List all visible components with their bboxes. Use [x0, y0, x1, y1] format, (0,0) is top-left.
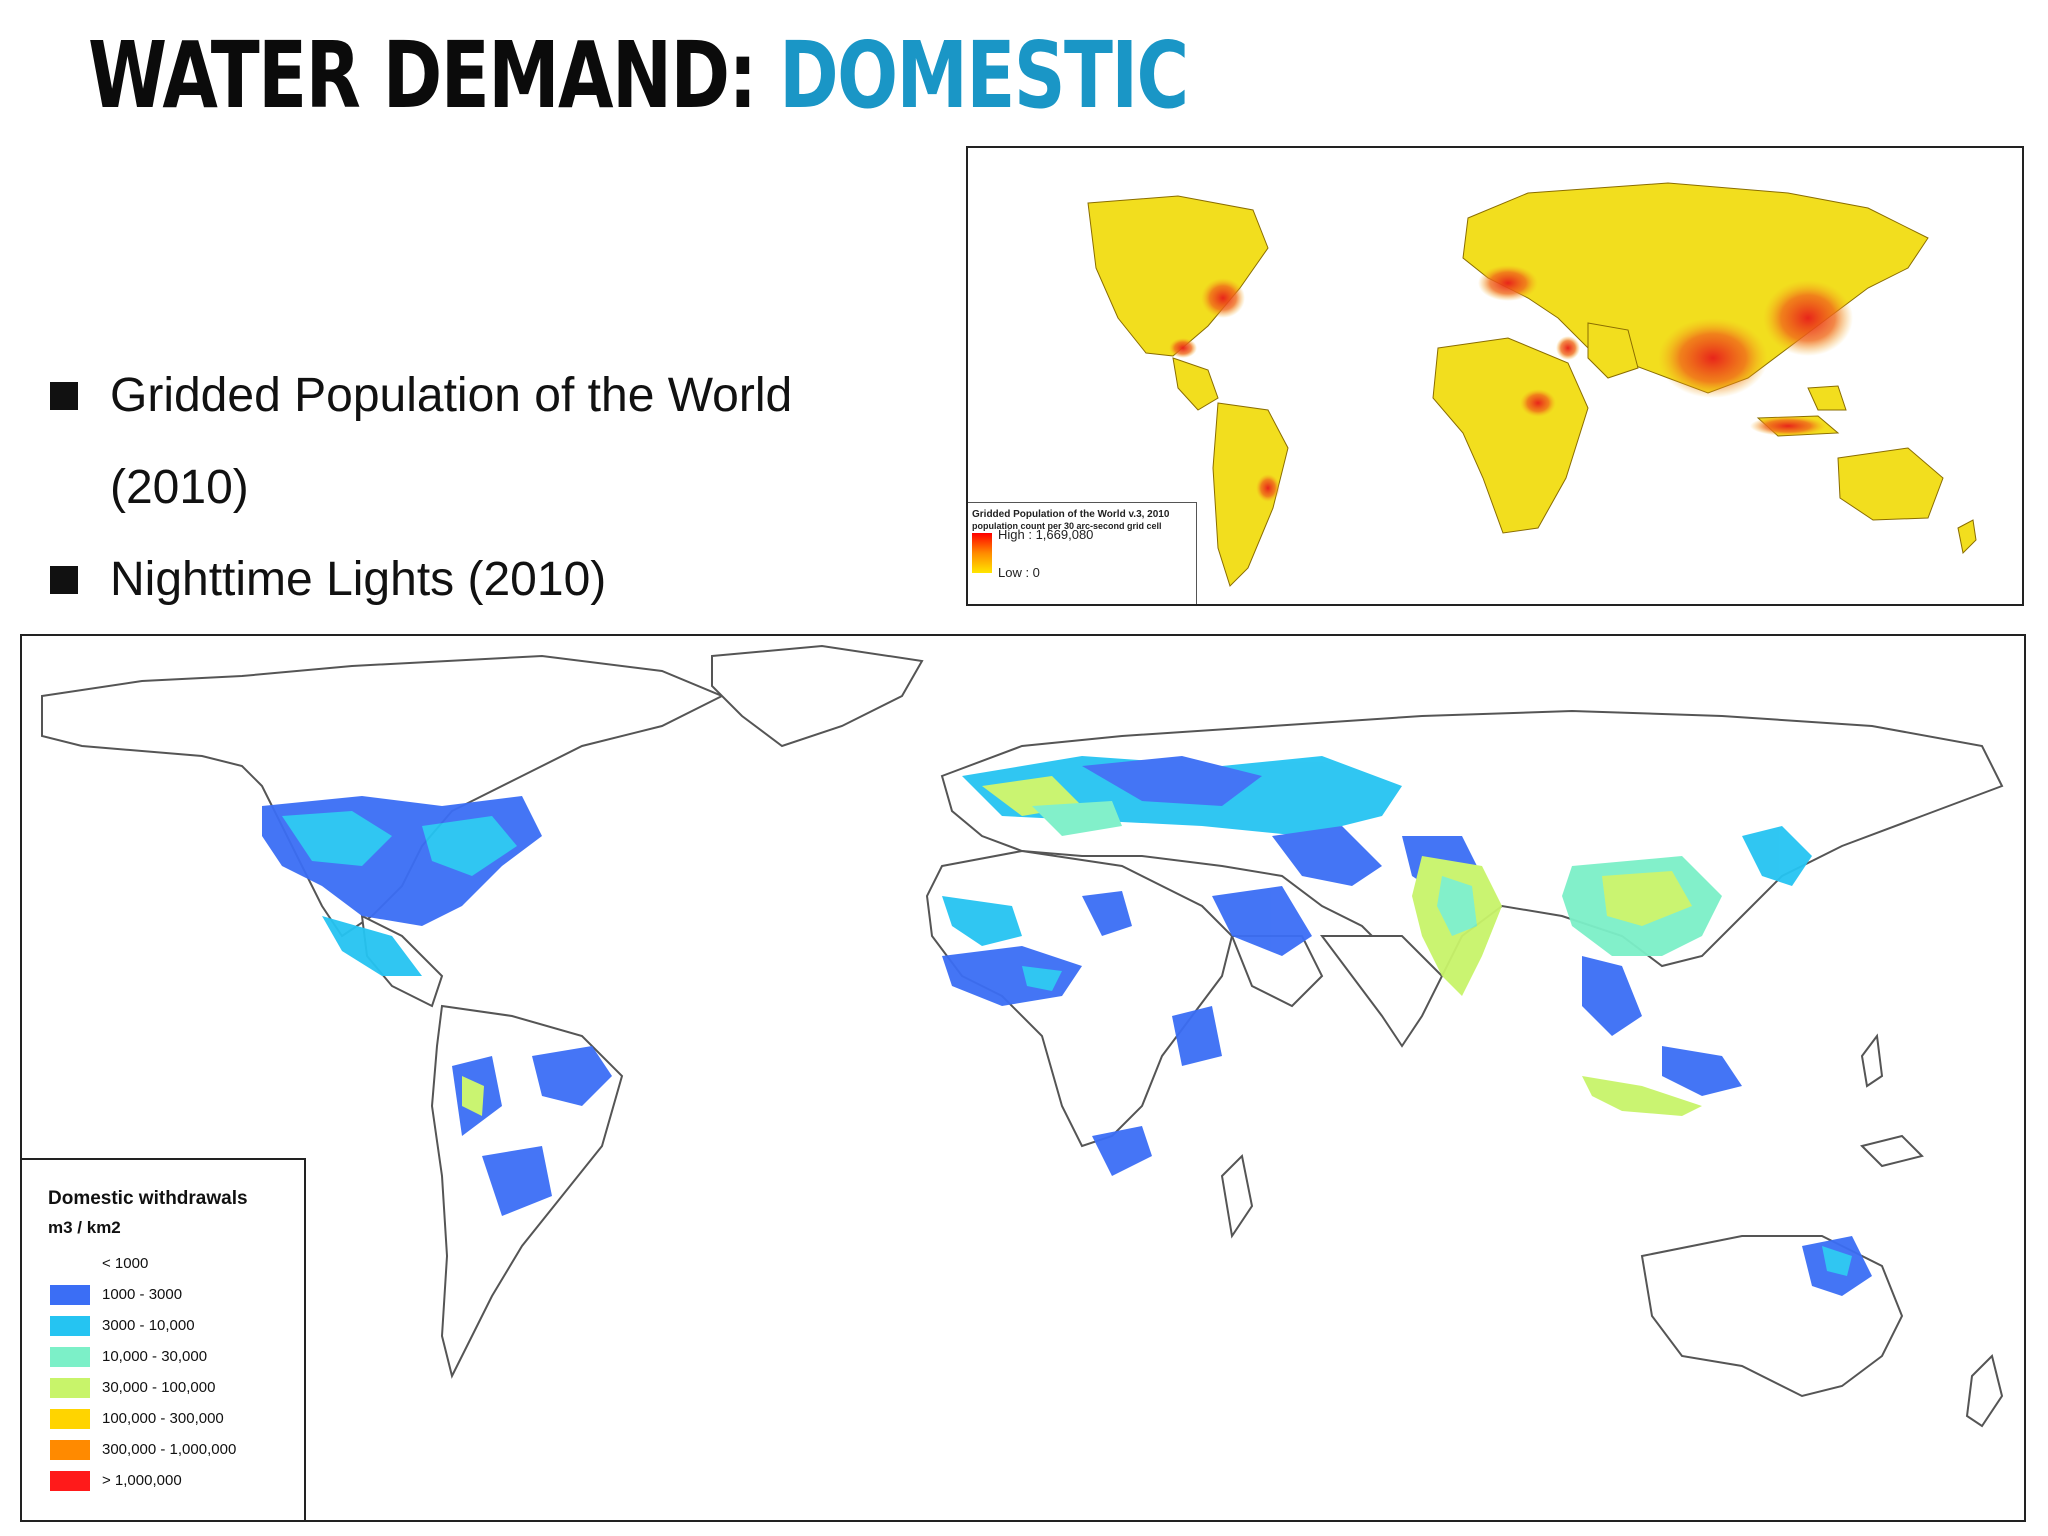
- population-legend-title: Gridded Population of the World v.3, 201…: [972, 509, 1170, 520]
- withdrawals-patches: [262, 756, 1872, 1296]
- population-legend-subtitle: population count per 30 arc-second grid …: [972, 521, 1162, 531]
- title-main: WATER DEMAND:: [88, 22, 757, 129]
- withdrawals-legend-unit: m3 / km2: [48, 1218, 121, 1237]
- bullet-item: Gridded Population of the World (2010): [48, 350, 930, 534]
- bullet-text: Gridded Population of the World (2010): [110, 369, 793, 514]
- legend-swatch: [50, 1315, 90, 1336]
- legend-label: < 1000: [102, 1255, 149, 1272]
- legend-label: 300,000 - 1,000,000: [102, 1441, 237, 1458]
- legend-swatch: [50, 1439, 90, 1460]
- legend-label: 1000 - 3000: [102, 1286, 183, 1303]
- legend-swatch: [50, 1470, 90, 1491]
- bullet-text: Nighttime Lights (2010): [110, 553, 607, 606]
- population-high-label: High : 1,669,080: [998, 527, 1094, 542]
- withdrawals-map: Domestic withdrawals m3 / km2 < 1000 100…: [20, 634, 2026, 1522]
- legend-row: > 1,000,000: [50, 1465, 236, 1496]
- legend-swatch: [50, 1346, 90, 1367]
- bullet-square-icon: [50, 382, 78, 410]
- legend-swatch: [50, 1408, 90, 1429]
- legend-row: 300,000 - 1,000,000: [50, 1434, 236, 1465]
- population-color-ramp: [972, 533, 992, 573]
- legend-label: > 1,000,000: [102, 1472, 182, 1489]
- population-low-label: Low : 0: [998, 565, 1040, 580]
- legend-label: 100,000 - 300,000: [102, 1410, 224, 1427]
- legend-row: 3000 - 10,000: [50, 1310, 236, 1341]
- legend-row: 100,000 - 300,000: [50, 1403, 236, 1434]
- legend-row: 10,000 - 30,000: [50, 1341, 236, 1372]
- legend-row: < 1000: [50, 1248, 236, 1279]
- legend-row: 1000 - 3000: [50, 1279, 236, 1310]
- population-land: [1087, 182, 1977, 587]
- population-map-graphic: [1087, 182, 1977, 587]
- legend-row: 30,000 - 100,000: [50, 1372, 236, 1403]
- withdrawals-legend: Domestic withdrawals m3 / km2 < 1000 100…: [22, 1158, 306, 1520]
- legend-label: 10,000 - 30,000: [102, 1348, 208, 1365]
- slide-title: WATER DEMAND: DOMESTIC: [88, 26, 1189, 126]
- withdrawals-legend-rows: < 1000 1000 - 3000 3000 - 10,000 10,000 …: [50, 1248, 236, 1496]
- legend-swatch: [50, 1377, 90, 1398]
- legend-swatch: [50, 1284, 90, 1305]
- population-map: Gridded Population of the World v.3, 201…: [966, 146, 2024, 606]
- withdrawals-legend-title: Domestic withdrawals: [48, 1188, 248, 1209]
- legend-swatch: [50, 1253, 90, 1274]
- withdrawals-land: [41, 644, 2004, 1428]
- withdrawals-map-graphic: [41, 644, 2004, 1428]
- bullet-list: Gridded Population of the World (2010) N…: [48, 350, 930, 626]
- bullet-square-icon: [50, 566, 78, 594]
- legend-label: 3000 - 10,000: [102, 1317, 195, 1334]
- legend-label: 30,000 - 100,000: [102, 1379, 216, 1396]
- population-legend: Gridded Population of the World v.3, 201…: [968, 502, 1197, 604]
- bullet-item: Nighttime Lights (2010): [48, 534, 930, 626]
- population-hotspots: [1169, 265, 1853, 502]
- title-accent: DOMESTIC: [779, 22, 1189, 129]
